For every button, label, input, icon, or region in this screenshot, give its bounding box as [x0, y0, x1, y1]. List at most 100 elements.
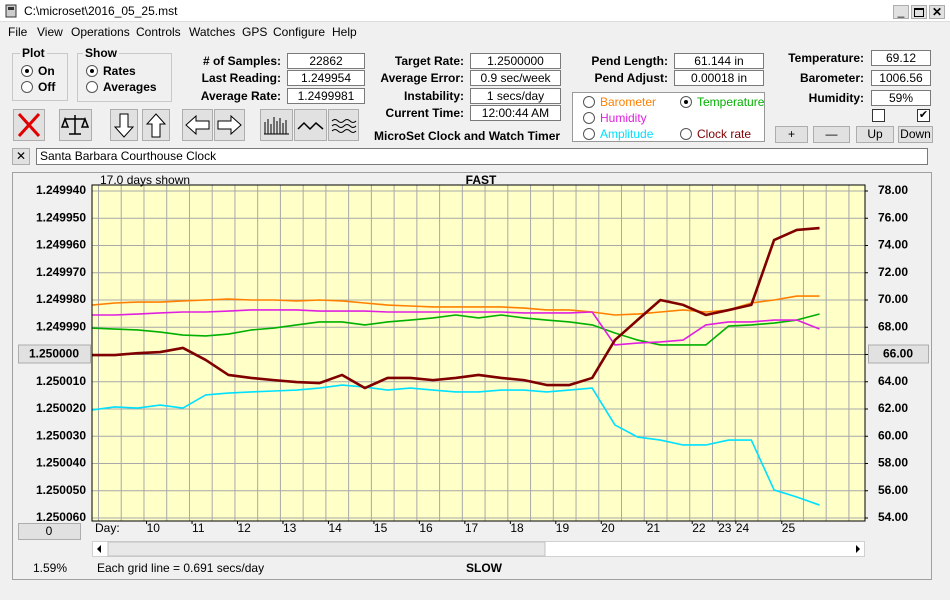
graph-select-label[interactable]: Amplitude — [600, 127, 654, 141]
pendulum-value[interactable]: 61.144 in — [674, 53, 764, 69]
app-name: MicroSet Clock and Watch Timer — [374, 129, 561, 143]
y2-tick-label: 60.00 — [878, 428, 908, 442]
adjust-button[interactable]: Down — [898, 126, 933, 143]
show-option-radio[interactable] — [86, 65, 98, 77]
adjust-button[interactable]: + — [775, 126, 808, 143]
stop-button[interactable] — [13, 109, 45, 141]
plot-option-label[interactable]: Off — [38, 80, 56, 94]
pendulum-value[interactable]: 0.00018 in — [674, 70, 764, 86]
show-option-label[interactable]: Rates — [103, 64, 136, 78]
scroll-thumb[interactable] — [107, 541, 546, 557]
plot-option-radio[interactable] — [21, 81, 33, 93]
show-group — [77, 53, 172, 102]
window-title: C:\microset\2016_05_25.mst — [24, 4, 178, 18]
calibrate-button[interactable] — [59, 109, 92, 141]
minimize-button[interactable]: _ — [893, 5, 909, 19]
y-tick-label: 1.249950 — [36, 210, 86, 224]
pendulum-label: Pend Adjust: — [594, 71, 668, 85]
x-tick-label: 19 — [556, 521, 570, 535]
timing-value[interactable]: 12:00:44 AM — [470, 105, 561, 121]
scroll-reset-button[interactable] — [18, 523, 81, 540]
adjust-button[interactable]: — — [813, 126, 850, 143]
timing-label: Current Time: — [385, 106, 464, 120]
graph-select-label[interactable]: Temperature — [697, 95, 765, 109]
x-tick-label: 14 — [328, 521, 342, 535]
timing-label: Instability: — [403, 89, 464, 103]
y-tick-label: 1.249970 — [36, 265, 86, 279]
x-tick-label: 25 — [782, 521, 796, 535]
graph-select-radio[interactable] — [583, 128, 595, 140]
y2-tick-label: 62.00 — [878, 401, 908, 415]
timing-value[interactable]: 1 secs/day — [470, 88, 561, 104]
clear-button[interactable]: ✕ — [12, 148, 30, 165]
graph-select-label[interactable]: Clock rate — [697, 127, 752, 141]
checkbox[interactable] — [872, 109, 885, 122]
plot-option-radio[interactable] — [21, 65, 33, 77]
readings-label: Average Rate: — [200, 89, 281, 103]
menu-item[interactable]: Configure — [273, 25, 326, 39]
histogram-button[interactable] — [260, 109, 293, 141]
y-tick-label: 1.250050 — [36, 483, 86, 497]
graph-select-label[interactable]: Humidity — [600, 111, 647, 125]
y-center-button[interactable] — [18, 344, 91, 364]
y-tick-label: 1.249990 — [36, 319, 86, 333]
timing-value[interactable]: 1.2500000 — [470, 53, 561, 69]
graph-select-radio[interactable] — [583, 96, 595, 108]
right-button[interactable] — [214, 109, 245, 141]
menu-item[interactable]: GPS — [242, 25, 268, 39]
environment-value[interactable]: 1006.56 — [871, 70, 931, 86]
x-tick-label: 24 — [736, 521, 750, 535]
vertical-grid — [92, 185, 865, 521]
waves-button[interactable] — [328, 109, 359, 141]
show-option-radio[interactable] — [86, 81, 98, 93]
y-tick-label: 1.250030 — [36, 428, 86, 442]
series-line — [92, 226, 820, 390]
timing-label: Target Rate: — [394, 54, 464, 68]
plot-option-label[interactable]: On — [38, 64, 55, 78]
close-button[interactable]: ✕ — [929, 5, 945, 19]
graph-select-radio-dot — [684, 100, 688, 104]
y-tick-label: 1.249960 — [36, 238, 86, 252]
menu-item[interactable]: View — [37, 25, 63, 39]
graph-select-label[interactable]: Barometer — [600, 95, 657, 109]
environment-label: Humidity: — [808, 91, 864, 105]
maximize-button[interactable] — [911, 5, 927, 19]
left-button[interactable] — [182, 109, 213, 141]
environment-label: Temperature: — [788, 51, 864, 65]
menu-item[interactable]: Watches — [189, 25, 236, 39]
y2-tick-label: 58.00 — [878, 456, 908, 470]
x-tick-label: 13 — [283, 521, 297, 535]
adjust-button[interactable]: Up — [856, 126, 894, 143]
x-tick-label: 21 — [647, 521, 661, 535]
grid-note: Each grid line = 0.691 secs/day — [97, 561, 264, 575]
menu-item[interactable]: File — [8, 25, 28, 39]
y2-tick-label: 68.00 — [878, 319, 908, 333]
y2-center-button[interactable] — [868, 344, 929, 364]
down-button[interactable] — [110, 109, 138, 141]
timing-value[interactable]: 0.9 sec/week — [470, 70, 561, 86]
environment-value[interactable]: 59% — [871, 90, 931, 106]
plot-option-radio-dot — [25, 69, 29, 73]
readings-value[interactable]: 1.249954 — [287, 70, 365, 86]
x-tick-label: 15 — [374, 521, 388, 535]
menu-item[interactable]: Controls — [136, 25, 181, 39]
x-tick-label: 18 — [510, 521, 524, 535]
series-line — [92, 309, 820, 346]
y-tick-label: 1.250010 — [36, 374, 86, 388]
environment-value[interactable]: 69.12 — [871, 50, 931, 66]
menu-item[interactable]: Help — [332, 25, 357, 39]
readings-value[interactable]: 1.2499981 — [287, 88, 365, 104]
graph-select-radio[interactable] — [680, 96, 692, 108]
checkbox[interactable]: ✔ — [917, 109, 930, 122]
graph-select-radio[interactable] — [680, 128, 692, 140]
y2-tick-label: 78.00 — [878, 183, 908, 197]
y2-tick-label: 74.00 — [878, 238, 908, 252]
show-option-label[interactable]: Averages — [103, 80, 157, 94]
wave-button[interactable] — [294, 109, 327, 141]
up-button[interactable] — [142, 109, 170, 141]
clock-name[interactable]: Santa Barbara Courthouse Clock — [36, 148, 928, 165]
menu-item[interactable]: Operations — [71, 25, 130, 39]
readings-value[interactable]: 22862 — [287, 53, 365, 69]
graph-select-radio[interactable] — [583, 112, 595, 124]
